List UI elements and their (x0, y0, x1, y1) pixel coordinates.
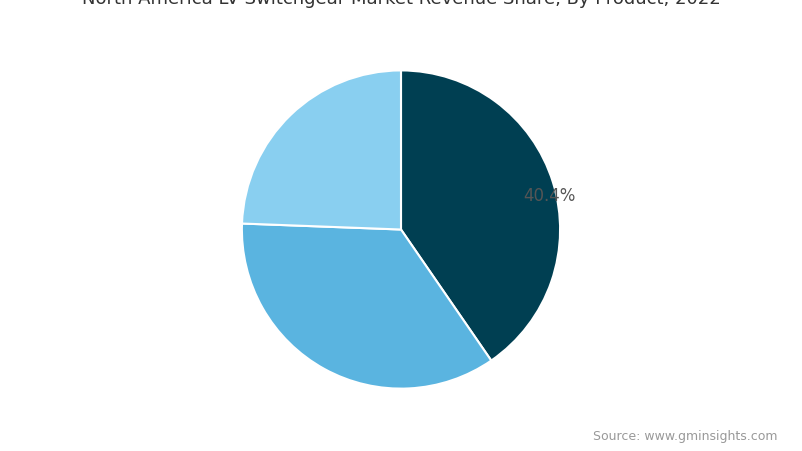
Wedge shape (242, 224, 492, 389)
Title: North America LV Switchgear Market Revenue Share, By Product, 2022: North America LV Switchgear Market Reven… (82, 0, 720, 8)
Wedge shape (401, 71, 560, 361)
Text: 40.4%: 40.4% (523, 187, 576, 205)
Wedge shape (242, 71, 401, 230)
Text: Source: www.gminsights.com: Source: www.gminsights.com (593, 429, 778, 442)
